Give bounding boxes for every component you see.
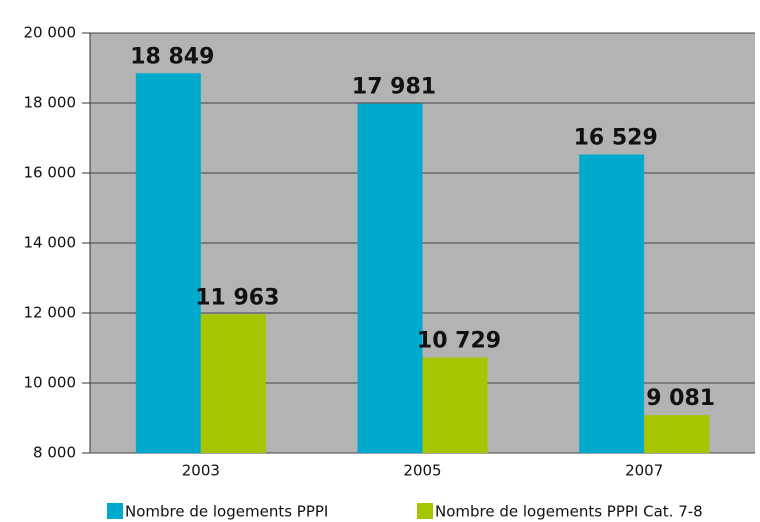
value-label: 18 849 — [130, 44, 214, 69]
value-label: 11 963 — [195, 285, 279, 310]
value-label: 16 529 — [574, 125, 658, 150]
x-tick-label: 2003 — [182, 462, 220, 480]
value-label: 17 981 — [352, 75, 436, 100]
legend-swatch — [417, 503, 433, 519]
y-tick-label: 14 000 — [24, 234, 77, 252]
bar — [357, 103, 423, 453]
y-tick-label: 12 000 — [24, 304, 77, 322]
bar — [579, 154, 645, 454]
legend-label: Nombre de logements PPPI — [125, 503, 328, 521]
x-tick-label: 2007 — [625, 462, 663, 480]
x-tick-label: 2005 — [403, 462, 441, 480]
y-tick-label: 18 000 — [24, 94, 77, 112]
legend-label: Nombre de logements PPPI Cat. 7-8 — [435, 503, 703, 521]
y-tick-label: 20 000 — [24, 24, 77, 42]
y-tick-label: 8 000 — [33, 444, 76, 462]
bar — [422, 357, 488, 453]
bar — [135, 73, 201, 453]
legend-swatch — [107, 503, 123, 519]
value-label: 10 729 — [417, 328, 501, 353]
y-tick-label: 16 000 — [24, 164, 77, 182]
y-tick-label: 10 000 — [24, 374, 77, 392]
bar — [200, 314, 266, 453]
bar — [644, 415, 710, 453]
value-label: 9 081 — [646, 386, 715, 411]
